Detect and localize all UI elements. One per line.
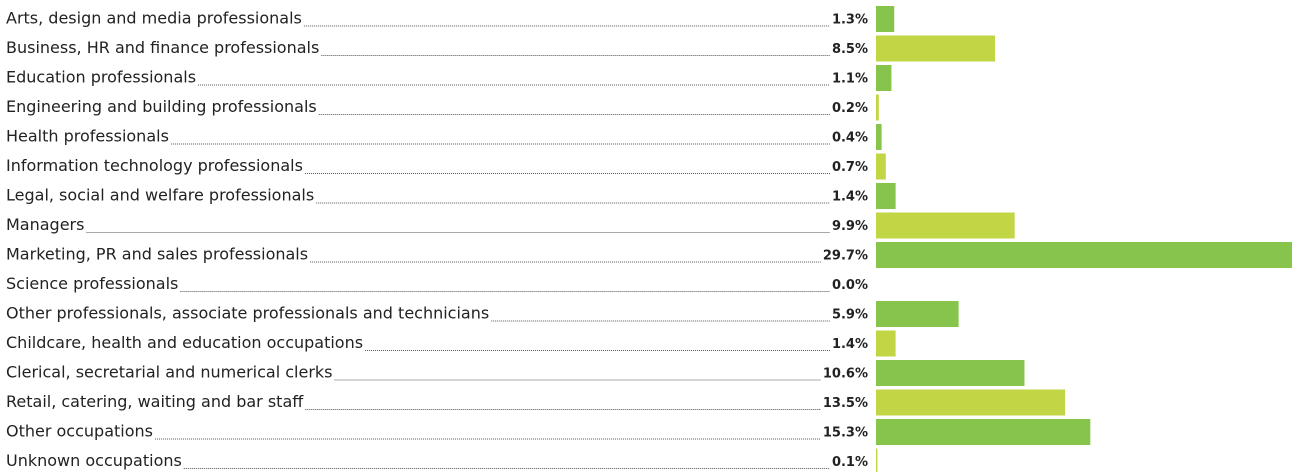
category-label: Information technology professionals [6,156,303,175]
category-label: Engineering and building professionals [6,97,317,116]
value-label: 0.7% [832,160,868,175]
value-label: 1.1% [832,72,868,87]
bar [876,212,1015,239]
category-label: Clerical, secretarial and numerical cler… [6,363,333,382]
bar [876,419,1091,445]
value-label: 1.4% [832,190,868,205]
bar [876,65,892,91]
value-label: 8.5% [832,42,868,57]
category-label: Business, HR and finance professionals [6,38,319,57]
category-label: Arts, design and media professionals [6,9,302,28]
category-label: Education professionals [6,68,196,87]
value-label: 15.3% [823,426,868,441]
bar [876,6,895,32]
value-label: 1.3% [832,13,868,28]
bar [876,301,959,327]
bar [876,360,1025,386]
value-label: 5.9% [832,308,868,323]
category-label: Science professionals [6,274,178,293]
value-label: 29.7% [823,249,868,264]
bar [876,35,996,62]
category-label: Childcare, health and education occupati… [6,333,363,352]
bar [876,124,882,150]
bar [876,183,896,209]
bar [876,153,886,180]
value-label: 1.4% [832,337,868,352]
value-label: 0.2% [832,101,868,116]
bar [876,242,1292,268]
category-label: Other occupations [6,422,153,441]
category-label: Health professionals [6,127,169,146]
value-label: 10.6% [823,367,868,382]
value-label: 0.1% [832,455,868,470]
bar [876,448,878,472]
category-label: Unknown occupations [6,451,182,470]
bar [876,389,1066,416]
bar [876,94,879,121]
category-label: Managers [6,215,84,234]
category-label: Retail, catering, waiting and bar staff [6,392,304,411]
category-label: Legal, social and welfare professionals [6,186,314,205]
value-label: 0.4% [832,131,868,146]
category-label: Other professionals, associate professio… [6,304,489,323]
value-label: 13.5% [823,396,868,411]
bar [876,330,896,357]
value-label: 9.9% [832,219,868,234]
category-label: Marketing, PR and sales professionals [6,245,308,264]
value-label: 0.0% [832,278,868,293]
